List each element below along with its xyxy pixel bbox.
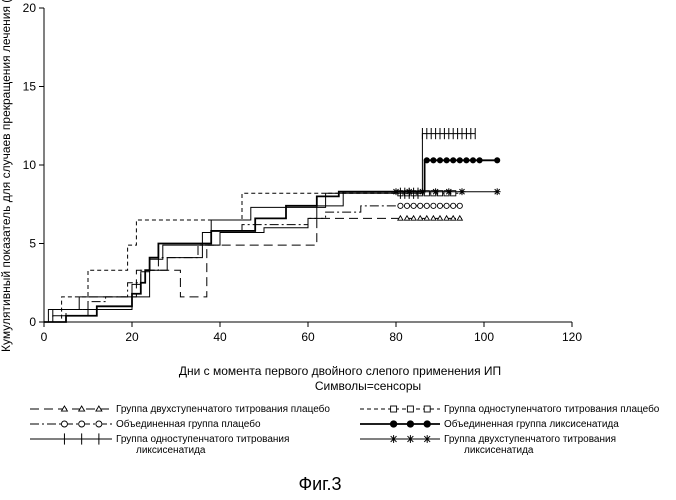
censor-mark: [417, 202, 424, 209]
censor-mark: [450, 202, 457, 209]
censor-mark: [445, 188, 453, 196]
legend-marker: [389, 420, 398, 428]
x-axis-subtitle: Символы=сенсоры: [315, 379, 421, 393]
legend-marker: [406, 405, 414, 413]
censor-mark: [430, 214, 437, 221]
series-line: [44, 192, 462, 323]
censor-mark: [450, 157, 457, 164]
legend-item-5: Группа одноступенчатого титрованияликсис…: [30, 433, 289, 456]
legend-marker: [423, 405, 431, 413]
legend-label: Группа двухступенчатого титрования плаце…: [116, 403, 330, 415]
y-axis-title: Кумулятивный показатель для случаев прек…: [0, 0, 13, 352]
censor-mark: [419, 188, 426, 196]
censor-mark: [449, 214, 457, 221]
censor-mark: [397, 202, 404, 209]
legend-marker: [406, 420, 415, 428]
legend-marker: [423, 435, 432, 443]
x-tick-label: 0: [41, 330, 48, 344]
legend-item-4: Объединенная группа ликсисенатида: [360, 418, 619, 430]
series-line: [44, 205, 462, 323]
censor-mark: [469, 157, 477, 164]
legend-marker: [423, 420, 431, 428]
legend-label: Группа двухступенчатого титрования: [444, 434, 616, 445]
censor-mark: [443, 202, 450, 209]
censor-mark: [423, 202, 430, 209]
censor-mark: [432, 188, 439, 196]
censor-mark: [430, 202, 437, 209]
censor-mark: [436, 214, 444, 221]
series-line: [44, 159, 498, 323]
censor-mark: [423, 157, 430, 164]
legend-marker: [77, 405, 86, 412]
x-tick-label: 60: [301, 330, 315, 344]
legend-marker: [390, 405, 398, 413]
censor-mark: [405, 188, 413, 196]
figure-caption: Фиг.3: [298, 474, 342, 494]
censor-mark: [443, 214, 450, 221]
censor-mark: [430, 157, 437, 164]
legend-marker: [389, 435, 398, 443]
x-axis-title: Дни с момента первого двойного слепого п…: [179, 364, 501, 378]
y-tick-label: 15: [23, 80, 37, 94]
km-chart: 0 5 10 15 20 0 20 40 60 80 100 120 Кумулятивный пок…: [0, 0, 660, 456]
censor-mark: [423, 214, 431, 221]
censor-mark: [456, 157, 463, 164]
legend-marker: [60, 405, 69, 412]
legend-label: ликсисенатида: [464, 445, 534, 456]
y-tick-label: 5: [29, 237, 36, 251]
x-tick-label: 20: [125, 330, 139, 344]
legend-label: Объединенная группа ликсисенатида: [444, 418, 619, 430]
legend-label: Группа одноступенчатого титрования плаце…: [444, 403, 660, 415]
series-4: [44, 157, 501, 323]
legend-marker: [60, 420, 68, 428]
censor-mark: [403, 202, 411, 209]
legend-marker: [78, 420, 86, 428]
censor-mark: [392, 188, 400, 196]
legend-item-6: Группа двухступенчатого титрованияликсис…: [360, 434, 616, 456]
chart-series: [44, 128, 501, 323]
censor-mark: [436, 157, 444, 164]
series-6: [44, 188, 501, 323]
censor-mark: [456, 214, 464, 221]
censor-mark: [443, 157, 450, 164]
x-tick-label: 100: [474, 330, 494, 344]
censor-mark: [458, 188, 466, 196]
censor-mark: [493, 188, 501, 196]
x-tick-label: 40: [213, 330, 227, 344]
chart-legend: Группа двухступенчатого титрования плаце…: [30, 403, 660, 456]
series-line: [44, 191, 498, 323]
censor-mark: [410, 214, 417, 221]
censor-mark: [397, 214, 404, 221]
censor-mark: [416, 214, 424, 221]
x-tick-label: 80: [389, 330, 403, 344]
series-3: [44, 202, 463, 323]
legend-marker: [95, 405, 103, 412]
legend-item-1: Группа двухступенчатого титрования плаце…: [30, 403, 330, 415]
censor-mark: [463, 157, 470, 164]
legend-label: ликсисенатида: [136, 445, 206, 456]
legend-item-3: Объединенная группа плацебо: [30, 418, 261, 430]
censor-mark: [476, 157, 483, 164]
legend-marker: [406, 435, 415, 443]
y-tick-label: 10: [23, 158, 37, 172]
chart-axes: 0 5 10 15 20 0 20 40 60 80 100 120: [23, 1, 583, 344]
legend-item-2: Группа одноступенчатого титрования плаце…: [360, 403, 660, 415]
censor-mark: [456, 202, 463, 209]
censor-mark: [436, 202, 444, 209]
legend-label: Объединенная группа плацебо: [116, 418, 261, 430]
y-tick-label: 20: [23, 1, 37, 15]
series-2: [44, 190, 462, 323]
series-line: [44, 133, 476, 323]
censor-mark: [494, 157, 501, 164]
censor-mark: [403, 214, 411, 221]
legend-label: Группа одноступенчатого титрования: [116, 434, 289, 445]
legend-marker: [95, 420, 103, 428]
x-tick-label: 120: [562, 330, 582, 344]
censor-mark: [410, 202, 417, 209]
y-tick-label: 0: [29, 315, 36, 329]
